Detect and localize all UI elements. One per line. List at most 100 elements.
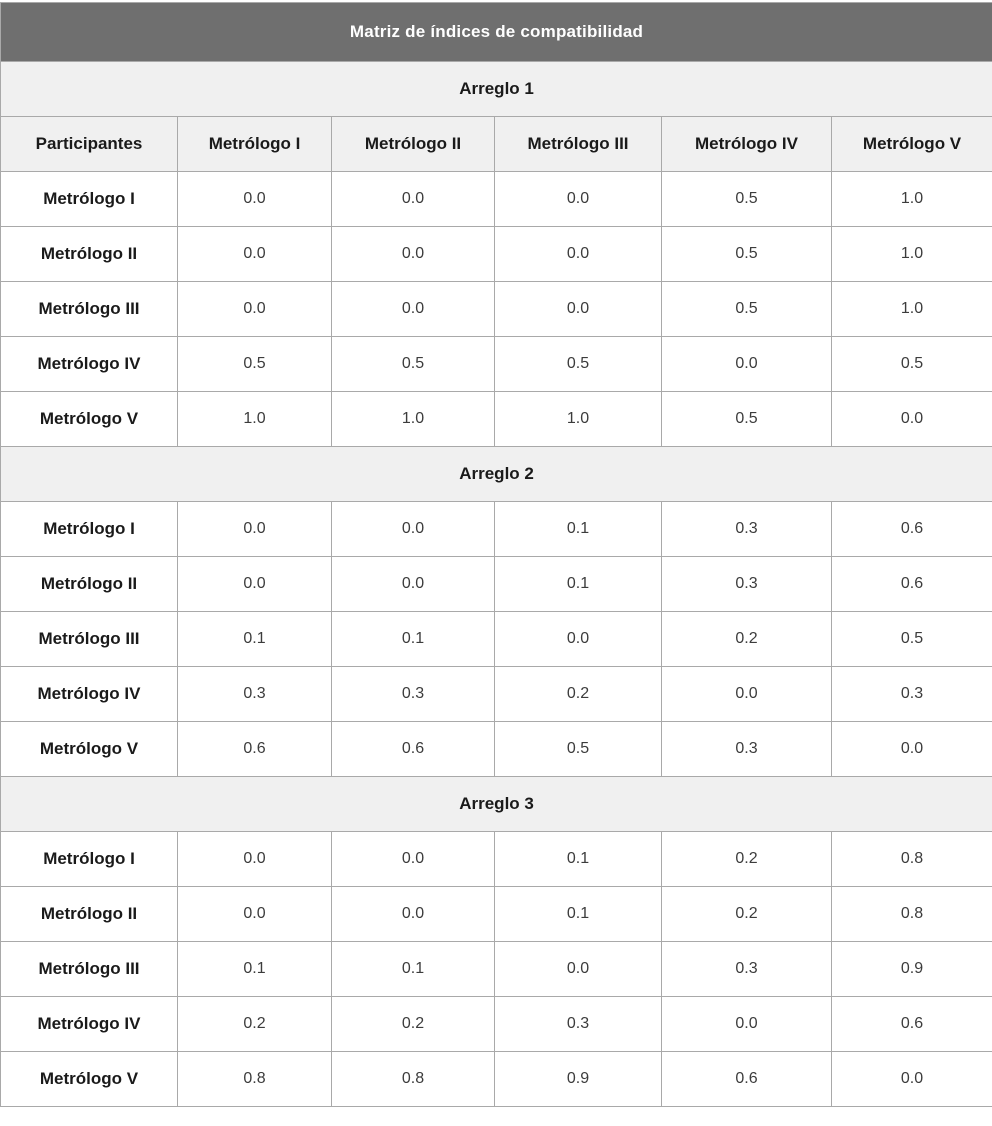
section-header-row: Arreglo 3 <box>0 776 992 832</box>
table-row: Metrólogo III 0.1 0.1 0.0 0.2 0.5 <box>0 611 992 667</box>
row-label: Metrólogo V <box>0 1051 178 1107</box>
matrix-value-cell: 0.2 <box>177 996 332 1052</box>
row-label: Metrólogo IV <box>0 666 178 722</box>
matrix-value-cell: 0.5 <box>661 226 832 282</box>
matrix-value-cell: 0.3 <box>177 666 332 722</box>
matrix-value-cell: 0.0 <box>331 886 495 942</box>
matrix-value-cell: 0.0 <box>494 941 662 997</box>
matrix-value-cell: 0.0 <box>661 336 832 392</box>
matrix-value-cell: 0.0 <box>177 501 332 557</box>
matrix-value-cell: 0.0 <box>661 996 832 1052</box>
matrix-value-cell: 0.0 <box>177 226 332 282</box>
matrix-value-cell: 0.2 <box>494 666 662 722</box>
row-label: Metrólogo IV <box>0 996 178 1052</box>
matrix-value-cell: 0.3 <box>494 996 662 1052</box>
matrix-value-cell: 0.3 <box>661 556 832 612</box>
matrix-value-cell: 0.5 <box>331 336 495 392</box>
column-header-row: Participantes Metrólogo I Metrólogo II Metr… <box>0 116 992 172</box>
matrix-value-cell: 0.2 <box>331 996 495 1052</box>
matrix-value-cell: 0.5 <box>494 721 662 777</box>
column-header: Metrólogo V <box>830 116 992 172</box>
matrix-value-cell: 0.1 <box>494 886 662 942</box>
matrix-value-cell: 0.0 <box>177 831 332 887</box>
matrix-value-cell: 0.0 <box>830 721 992 777</box>
section-header-row: Arreglo 2 <box>0 446 992 502</box>
table-row: Metrólogo II 0.0 0.0 0.0 0.5 1.0 <box>0 226 992 282</box>
matrix-value-cell: 0.0 <box>331 556 495 612</box>
column-header: Metrólogo II <box>331 116 495 172</box>
matrix-value-cell: 0.8 <box>177 1051 332 1107</box>
matrix-value-cell: 0.3 <box>830 666 992 722</box>
matrix-value-cell: 1.0 <box>830 226 992 282</box>
section-header: Arreglo 3 <box>0 776 992 832</box>
section-header: Arreglo 2 <box>0 446 992 502</box>
table-row: Metrólogo V 0.6 0.6 0.5 0.3 0.0 <box>0 721 992 777</box>
row-label: Metrólogo V <box>0 721 178 777</box>
matrix-value-cell: 0.6 <box>661 1051 832 1107</box>
column-header: Metrólogo III <box>494 116 662 172</box>
matrix-value-cell: 0.0 <box>494 171 662 227</box>
row-label: Metrólogo III <box>0 281 178 337</box>
matrix-value-cell: 0.5 <box>661 281 832 337</box>
row-label: Metrólogo II <box>0 886 178 942</box>
table-row: Metrólogo IV 0.3 0.3 0.2 0.0 0.3 <box>0 666 992 722</box>
column-header: Metrólogo IV <box>661 116 832 172</box>
matrix-value-cell: 0.0 <box>661 666 832 722</box>
column-header: Metrólogo I <box>177 116 332 172</box>
section-header: Arreglo 1 <box>0 61 992 117</box>
matrix-value-cell: 0.3 <box>661 501 832 557</box>
matrix-value-cell: 0.8 <box>331 1051 495 1107</box>
matrix-value-cell: 0.1 <box>177 941 332 997</box>
matrix-value-cell: 0.2 <box>661 611 832 667</box>
table-row: Metrólogo III 0.1 0.1 0.0 0.3 0.9 <box>0 941 992 997</box>
matrix-value-cell: 0.5 <box>661 171 832 227</box>
matrix-value-cell: 0.0 <box>177 281 332 337</box>
table-row: Metrólogo IV 0.2 0.2 0.3 0.0 0.6 <box>0 996 992 1052</box>
matrix-value-cell: 1.0 <box>494 391 662 447</box>
matrix-value-cell: 1.0 <box>331 391 495 447</box>
matrix-value-cell: 0.0 <box>331 831 495 887</box>
matrix-value-cell: 0.1 <box>331 611 495 667</box>
table-row: Metrólogo I 0.0 0.0 0.0 0.5 1.0 <box>0 171 992 227</box>
matrix-value-cell: 0.2 <box>661 831 832 887</box>
matrix-value-cell: 0.9 <box>494 1051 662 1107</box>
matrix-value-cell: 0.0 <box>830 391 992 447</box>
matrix-value-cell: 0.0 <box>177 886 332 942</box>
table-row: Metrólogo II 0.0 0.0 0.1 0.2 0.8 <box>0 886 992 942</box>
matrix-value-cell: 0.6 <box>830 996 992 1052</box>
matrix-value-cell: 0.6 <box>331 721 495 777</box>
matrix-value-cell: 0.0 <box>331 226 495 282</box>
row-label: Metrólogo IV <box>0 336 178 392</box>
matrix-value-cell: 0.8 <box>830 886 992 942</box>
title-row: Matriz de índices de compatibilidad <box>0 2 992 62</box>
row-label: Metrólogo I <box>0 171 178 227</box>
matrix-value-cell: 0.0 <box>331 281 495 337</box>
matrix-value-cell: 0.0 <box>494 611 662 667</box>
matrix-value-cell: 0.1 <box>494 556 662 612</box>
matrix-value-cell: 0.9 <box>830 941 992 997</box>
participants-header: Participantes <box>0 116 178 172</box>
matrix-value-cell: 0.3 <box>661 941 832 997</box>
matrix-value-cell: 0.0 <box>331 501 495 557</box>
table-row: Metrólogo V 0.8 0.8 0.9 0.6 0.0 <box>0 1051 992 1107</box>
row-label: Metrólogo I <box>0 501 178 557</box>
matrix-value-cell: 0.3 <box>331 666 495 722</box>
matrix-value-cell: 0.1 <box>494 831 662 887</box>
matrix-value-cell: 1.0 <box>177 391 332 447</box>
table-row: Metrólogo III 0.0 0.0 0.0 0.5 1.0 <box>0 281 992 337</box>
matrix-value-cell: 0.0 <box>830 1051 992 1107</box>
table-row: Metrólogo I 0.0 0.0 0.1 0.2 0.8 <box>0 831 992 887</box>
row-label: Metrólogo III <box>0 941 178 997</box>
matrix-value-cell: 0.1 <box>494 501 662 557</box>
matrix-value-cell: 0.6 <box>177 721 332 777</box>
table-row: Metrólogo V 1.0 1.0 1.0 0.5 0.0 <box>0 391 992 447</box>
row-label: Metrólogo V <box>0 391 178 447</box>
row-label: Metrólogo III <box>0 611 178 667</box>
matrix-value-cell: 0.5 <box>494 336 662 392</box>
table-title: Matriz de índices de compatibilidad <box>0 2 992 62</box>
table-row: Metrólogo II 0.0 0.0 0.1 0.3 0.6 <box>0 556 992 612</box>
matrix-value-cell: 0.0 <box>494 226 662 282</box>
matrix-value-cell: 0.5 <box>830 611 992 667</box>
matrix-value-cell: 0.5 <box>177 336 332 392</box>
